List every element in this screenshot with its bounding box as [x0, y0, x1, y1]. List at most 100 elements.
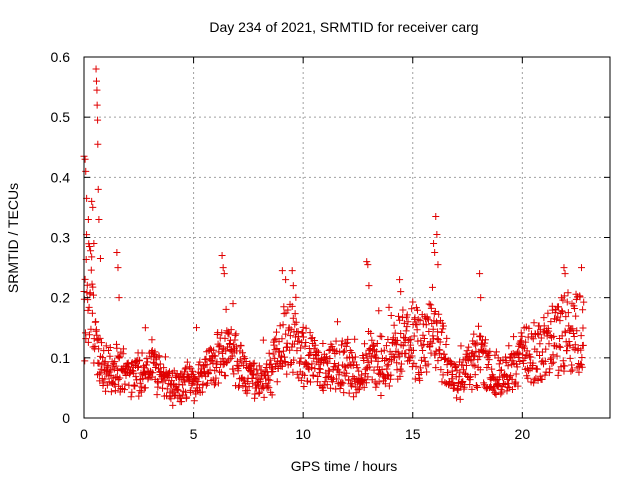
data-point [316, 365, 324, 373]
data-point [114, 264, 122, 272]
data-point [101, 358, 109, 366]
data-point [141, 324, 149, 332]
data-point [95, 370, 103, 378]
data-point [546, 365, 554, 373]
data-point [355, 367, 363, 375]
data-point [473, 382, 481, 390]
data-point [410, 332, 418, 340]
data-point [211, 352, 219, 360]
data-point [447, 360, 455, 368]
data-point [111, 387, 119, 395]
data-point [211, 367, 219, 375]
data-point [206, 366, 214, 374]
data-point [250, 365, 258, 373]
data-point [555, 366, 563, 374]
data-point [121, 380, 129, 388]
data-point [556, 317, 564, 325]
data-point [260, 393, 268, 401]
data-point [268, 391, 276, 399]
data-point [290, 356, 298, 364]
tick-labels: 0 5 10 15 20 0 0.1 0.2 0.3 0.4 0.5 0.6 [51, 49, 531, 442]
data-point [418, 342, 426, 350]
data-point [167, 395, 175, 403]
data-point [331, 360, 339, 368]
data-point [148, 336, 156, 344]
data-point [559, 308, 567, 316]
y-tick-label: 0.6 [51, 49, 71, 65]
data-point [106, 344, 114, 352]
data-point [578, 264, 586, 272]
data-point [512, 370, 520, 378]
data-point [136, 387, 144, 395]
data-point [111, 380, 119, 388]
data-point [399, 342, 407, 350]
data-point [426, 338, 434, 346]
data-point [469, 361, 477, 369]
data-point [377, 391, 385, 399]
data-point [460, 366, 468, 374]
data-point [542, 368, 550, 376]
data-point [541, 371, 549, 379]
data-point [553, 352, 561, 360]
data-point [270, 336, 278, 344]
data-point [371, 353, 379, 361]
data-point [120, 367, 128, 375]
data-point [419, 331, 427, 339]
data-point [192, 376, 200, 384]
data-point [470, 352, 478, 360]
data-point [205, 369, 213, 377]
data-point [265, 349, 273, 357]
data-point [372, 383, 380, 391]
data-point [288, 267, 296, 275]
x-tick-label: 0 [80, 426, 88, 442]
data-point [425, 328, 433, 336]
data-point [549, 351, 557, 359]
data-point [91, 342, 99, 350]
data-point [127, 360, 135, 368]
data-point [566, 354, 574, 362]
data-point [229, 300, 237, 308]
data-point [383, 362, 391, 370]
data-point [161, 376, 169, 384]
data-point [580, 298, 588, 306]
data-point [96, 334, 104, 342]
data-point [100, 359, 108, 367]
data-point [214, 379, 222, 387]
data-point [104, 367, 112, 375]
data-point [233, 357, 241, 365]
data-point [514, 382, 522, 390]
data-point [98, 339, 106, 347]
data-point [476, 332, 484, 340]
data-point [514, 354, 522, 362]
data-point [363, 258, 371, 266]
y-axis-label: SRMTID / TECUs [5, 183, 21, 293]
data-point [304, 377, 312, 385]
data-point [81, 275, 89, 283]
data-point [432, 364, 440, 372]
data-point [280, 303, 288, 311]
data-point [241, 355, 249, 363]
data-point [103, 381, 111, 389]
data-point [533, 365, 541, 373]
data-point [454, 386, 462, 394]
data-point [548, 360, 556, 368]
data-point [413, 306, 421, 314]
data-point [195, 373, 203, 381]
data-point [545, 340, 553, 348]
data-point [332, 337, 340, 345]
data-point [132, 358, 140, 366]
data-point [468, 385, 476, 393]
data-point [341, 362, 349, 370]
data-point [218, 329, 226, 337]
data-point [271, 346, 279, 354]
data-point [563, 298, 571, 306]
data-point [579, 324, 587, 332]
y-tick-label: 0 [62, 410, 70, 426]
data-point [560, 264, 568, 272]
data-point [116, 374, 124, 382]
data-point [283, 370, 291, 378]
x-tick-label: 10 [295, 426, 311, 442]
data-point [144, 358, 152, 366]
data-point [434, 357, 442, 365]
data-point [378, 366, 386, 374]
